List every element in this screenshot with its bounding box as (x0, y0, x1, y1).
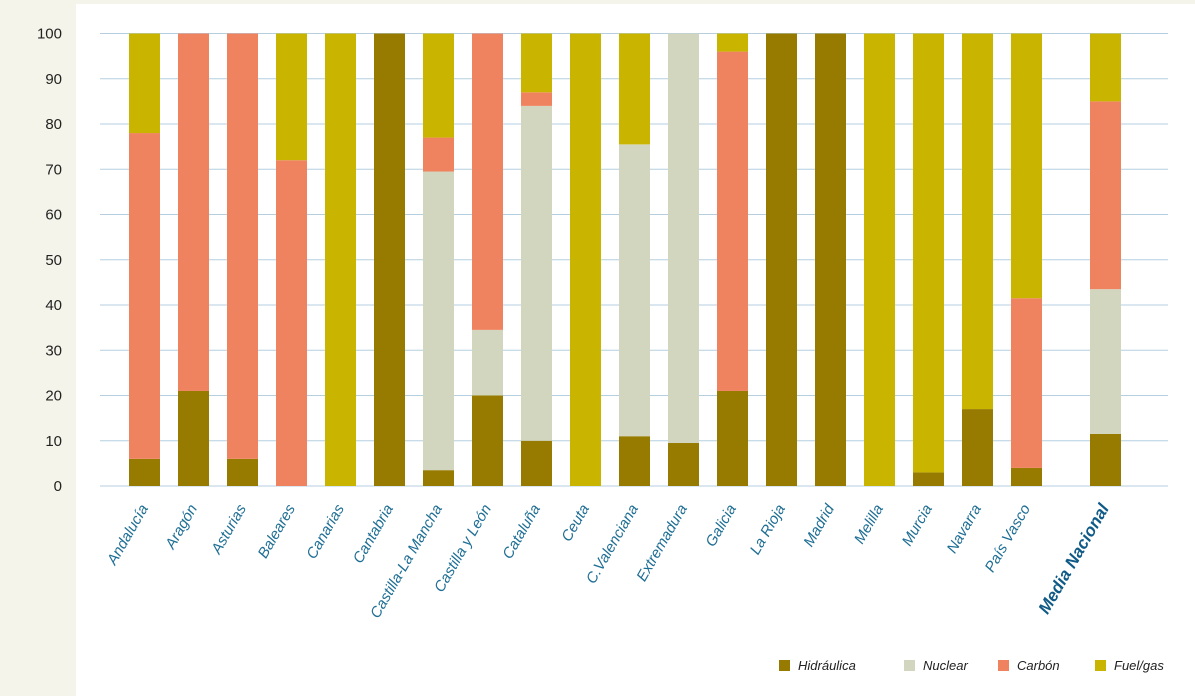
y-tick-label: 20 (45, 388, 62, 405)
x-tick-label: Aragón (162, 502, 201, 553)
bar-segment (570, 33, 601, 486)
bar-segment (423, 137, 454, 172)
bar-segment (374, 33, 405, 486)
bar-segment (1090, 433, 1121, 486)
legend: Hidráulica Nuclear Carbón Fuel/gas (779, 658, 1164, 673)
x-tick-label: Ceuta (558, 502, 593, 545)
bar-segment (717, 51, 748, 391)
bar-segment (227, 33, 258, 459)
bar-segment (913, 472, 944, 486)
x-tick-label: Cataluña (499, 502, 544, 563)
bar-segment (717, 390, 748, 486)
bars (129, 33, 1121, 486)
bar-segment (1090, 33, 1121, 102)
bar-segment (1011, 467, 1042, 486)
bar-segment (1090, 101, 1121, 290)
legend-label: Hidráulica (798, 658, 856, 673)
bar-segment (766, 33, 797, 486)
legend-swatch (779, 660, 790, 671)
bar-segment (668, 33, 699, 444)
y-tick-label: 10 (45, 433, 62, 450)
x-tick-label: Canarias (303, 501, 348, 562)
x-tick-label: Baleares (255, 501, 300, 561)
bar-segment (619, 436, 650, 486)
x-tick-label: Media Nacional (1035, 499, 1114, 617)
bar-segment (178, 33, 209, 391)
x-tick-label: Andalucía (103, 502, 152, 569)
x-tick-label: La Rioja (747, 502, 789, 558)
y-tick-label: 70 (45, 161, 62, 178)
bar-segment (129, 133, 160, 459)
bar-segment (962, 33, 993, 410)
bar-segment (962, 409, 993, 486)
bar-segment (1090, 289, 1121, 434)
legend-label: Fuel/gas (1114, 658, 1164, 673)
bar-segment (129, 33, 160, 134)
bar-segment (521, 440, 552, 486)
x-tick-label: C.Valenciana (583, 502, 642, 587)
bar-segment (227, 458, 258, 486)
bar-segment (472, 33, 503, 330)
bar-segment (1011, 33, 1042, 299)
chart-panel: 0 10 20 30 40 50 60 70 80 90 100 Andalucía Aragón As… (37, 4, 1195, 696)
bar-segment (521, 92, 552, 106)
bar-segment (913, 33, 944, 473)
bar-segment (668, 443, 699, 486)
x-axis-ticks: Andalucía Aragón Asturias Baleares Canarias C… (103, 499, 1113, 621)
y-tick-label: 30 (45, 342, 62, 359)
bar-segment (325, 33, 356, 486)
bar-segment (717, 33, 748, 52)
legend-swatch (1095, 660, 1106, 671)
bar-segment (521, 33, 552, 93)
bar-segment (423, 470, 454, 486)
bar-segment (423, 171, 454, 471)
bar-segment (472, 329, 503, 396)
bar-segment (619, 144, 650, 437)
x-tick-label: Murcia (899, 502, 936, 549)
x-tick-label: Galicia (702, 502, 740, 550)
bar-segment (423, 33, 454, 138)
bar-segment (276, 33, 307, 161)
y-tick-label: 80 (45, 116, 62, 133)
bar-segment (276, 160, 307, 486)
bar-segment (472, 395, 503, 486)
y-tick-label: 100 (37, 26, 62, 43)
stacked-bar-chart: 0 10 20 30 40 50 60 70 80 90 100 Andalucía Aragón As… (37, 26, 1168, 673)
y-tick-label: 50 (45, 252, 62, 269)
x-tick-label: Madrid (800, 501, 838, 550)
x-tick-label: Cantabria (350, 502, 397, 567)
bar-segment (521, 105, 552, 441)
y-axis-ticks: 0 10 20 30 40 50 60 70 80 90 100 (37, 26, 62, 496)
y-tick-label: 0 (54, 478, 62, 495)
legend-label: Nuclear (923, 658, 968, 673)
x-tick-label: País Vasco (982, 502, 1034, 576)
x-tick-label: Melilla (851, 502, 887, 547)
y-tick-label: 60 (45, 207, 62, 224)
legend-swatch (904, 660, 915, 671)
x-tick-label: Navarra (944, 502, 985, 557)
bar-segment (619, 33, 650, 145)
bar-segment (1011, 298, 1042, 468)
legend-swatch (998, 660, 1009, 671)
legend-label: Carbón (1017, 658, 1060, 673)
x-tick-label: Asturias (208, 501, 251, 558)
bar-segment (864, 33, 895, 486)
x-tick-label: Extremadura (633, 502, 691, 585)
bar-segment (178, 390, 209, 486)
y-tick-label: 40 (45, 297, 62, 314)
bar-segment (129, 458, 160, 486)
bar-segment (815, 33, 846, 486)
y-tick-label: 90 (45, 71, 62, 88)
